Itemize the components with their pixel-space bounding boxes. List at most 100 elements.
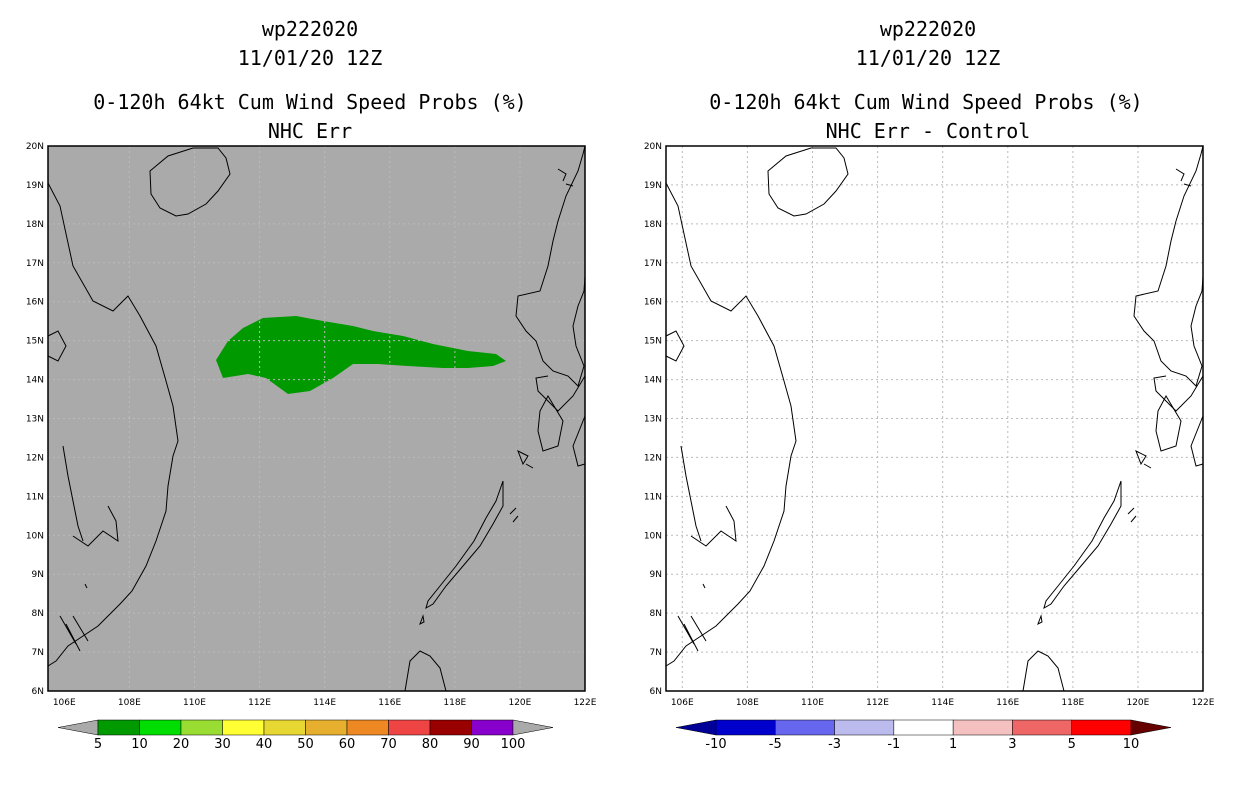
left-colorbar-label: 60 — [339, 737, 356, 752]
right-colorbar-label: -1 — [887, 737, 900, 752]
left-map-background — [48, 146, 585, 691]
right-lat-label: 14N — [644, 376, 662, 386]
right-lon-label: 116E — [996, 698, 1019, 708]
left-lon-label: 116E — [378, 698, 401, 708]
right-title: 0-120h 64kt Cum Wind Speed Probs (%) — [709, 90, 1143, 114]
right-colorbar-segment — [715, 719, 776, 736]
right-lat-label: 9N — [650, 570, 662, 580]
left-lat-label: 10N — [26, 531, 44, 541]
right-colorbar-segment — [952, 719, 1013, 736]
prob-5-contour — [216, 316, 506, 394]
left-colorbar-label: 10 — [131, 737, 148, 752]
left-colorbar-segment — [139, 719, 182, 736]
left-lat-label: 6N — [32, 687, 44, 697]
right-grid — [666, 146, 1203, 691]
right-colorbar-label: 3 — [1008, 737, 1016, 752]
right-colorbar-segment — [1071, 719, 1132, 736]
right-lon-label: 106E — [671, 698, 694, 708]
left-lat-label: 7N — [32, 648, 44, 658]
right-lat-label: 13N — [644, 415, 662, 425]
left-colorbar: 5 10 20 30 40 50 60 70 80 90 100 — [57, 719, 554, 752]
right-lon-label: 122E — [1192, 698, 1215, 708]
right-lat-label: 20N — [644, 142, 662, 152]
right-colorbar-label: -10 — [705, 737, 726, 752]
right-colorbar-segment — [775, 719, 835, 736]
right-lat-label: 17N — [644, 259, 662, 269]
right-colorbar-segment — [1012, 719, 1072, 736]
left-colorbar-label: 50 — [297, 737, 314, 752]
right-lon-label: 110E — [801, 698, 824, 708]
right-colorbar-under — [675, 719, 717, 736]
left-colorbar-label: 30 — [214, 737, 231, 752]
right-colorbar-label: 5 — [1068, 737, 1076, 752]
left-lon-label: 120E — [508, 698, 531, 708]
right-lat-label: 18N — [644, 220, 662, 230]
right-lon-label: 114E — [931, 698, 954, 708]
right-colorbar-label: -3 — [828, 737, 841, 752]
right-colorbar-label: -5 — [769, 737, 782, 752]
right-lat-label: 16N — [644, 298, 662, 308]
left-grid — [48, 146, 585, 691]
left-storm-id: wp222020 — [261, 17, 359, 41]
left-lon-label: 114E — [313, 698, 336, 708]
left-colorbar-label: 100 — [501, 737, 526, 752]
left-colorbar-segment — [388, 719, 431, 736]
left-title: 0-120h 64kt Cum Wind Speed Probs (%) — [93, 90, 527, 114]
left-colorbar-segment — [263, 719, 306, 736]
right-lon-label: 108E — [736, 698, 759, 708]
right-colorbar-segment — [834, 719, 895, 736]
left-colorbar-segment — [222, 719, 265, 736]
left-lon-label: 118E — [443, 698, 466, 708]
right-lat-label: 10N — [644, 531, 662, 541]
right-colorbar-over — [1130, 719, 1172, 736]
right-lat-label: 15N — [644, 337, 662, 347]
left-colorbar-label: 5 — [94, 737, 102, 752]
left-colorbar-segment — [346, 719, 389, 736]
right-colorbar-segment — [893, 719, 954, 736]
left-lat-label: 18N — [26, 220, 44, 230]
left-colorbar-segment — [180, 719, 223, 736]
left-lat-label: 14N — [26, 376, 44, 386]
right-lat-label: 8N — [650, 609, 662, 619]
left-subtitle: NHC Err — [267, 119, 353, 143]
right-lon-label: 120E — [1126, 698, 1149, 708]
left-lat-label: 8N — [32, 609, 44, 619]
left-lat-label: 16N — [26, 298, 44, 308]
left-lat-label: 11N — [26, 492, 44, 502]
right-lat-label: 11N — [644, 492, 662, 502]
left-colorbar-label: 40 — [256, 737, 273, 752]
left-colorbar-under — [57, 719, 99, 736]
right-lat-label: 6N — [650, 687, 662, 697]
left-lat-label: 20N — [26, 142, 44, 152]
left-lat-label: 17N — [26, 259, 44, 269]
left-lat-label: 12N — [26, 453, 44, 463]
left-lon-label: 106E — [53, 698, 76, 708]
left-lat-label: 19N — [26, 181, 44, 191]
left-lon-label: 108E — [118, 698, 141, 708]
left-colorbar-over — [512, 719, 554, 736]
left-lat-label: 9N — [32, 570, 44, 580]
left-colorbar-segment — [429, 719, 472, 736]
left-lat-label: 15N — [26, 337, 44, 347]
left-lat-label: 13N — [26, 415, 44, 425]
left-colorbar-label: 90 — [463, 737, 480, 752]
right-colorbar-label: 10 — [1123, 737, 1140, 752]
left-lon-label: 112E — [248, 698, 271, 708]
left-lon-label: 122E — [574, 698, 597, 708]
left-colorbar-segment — [471, 719, 514, 736]
left-colorbar-segment — [97, 719, 140, 736]
right-lon-label: 118E — [1061, 698, 1084, 708]
left-colorbar-segment — [305, 719, 348, 736]
left-colorbar-label: 20 — [173, 737, 190, 752]
right-map-background — [666, 146, 1203, 691]
left-colorbar-label: 70 — [380, 737, 397, 752]
right-colorbar: -10 -5 -3 -1 1 3 5 10 — [675, 719, 1172, 752]
left-colorbar-label: 80 — [422, 737, 439, 752]
right-colorbar-label: 1 — [949, 737, 957, 752]
right-subtitle: NHC Err - Control — [825, 119, 1031, 143]
left-datetime: 11/01/20 12Z — [237, 46, 383, 70]
right-storm-id: wp222020 — [879, 17, 977, 41]
right-lat-label: 19N — [644, 181, 662, 191]
left-lon-label: 110E — [183, 698, 206, 708]
